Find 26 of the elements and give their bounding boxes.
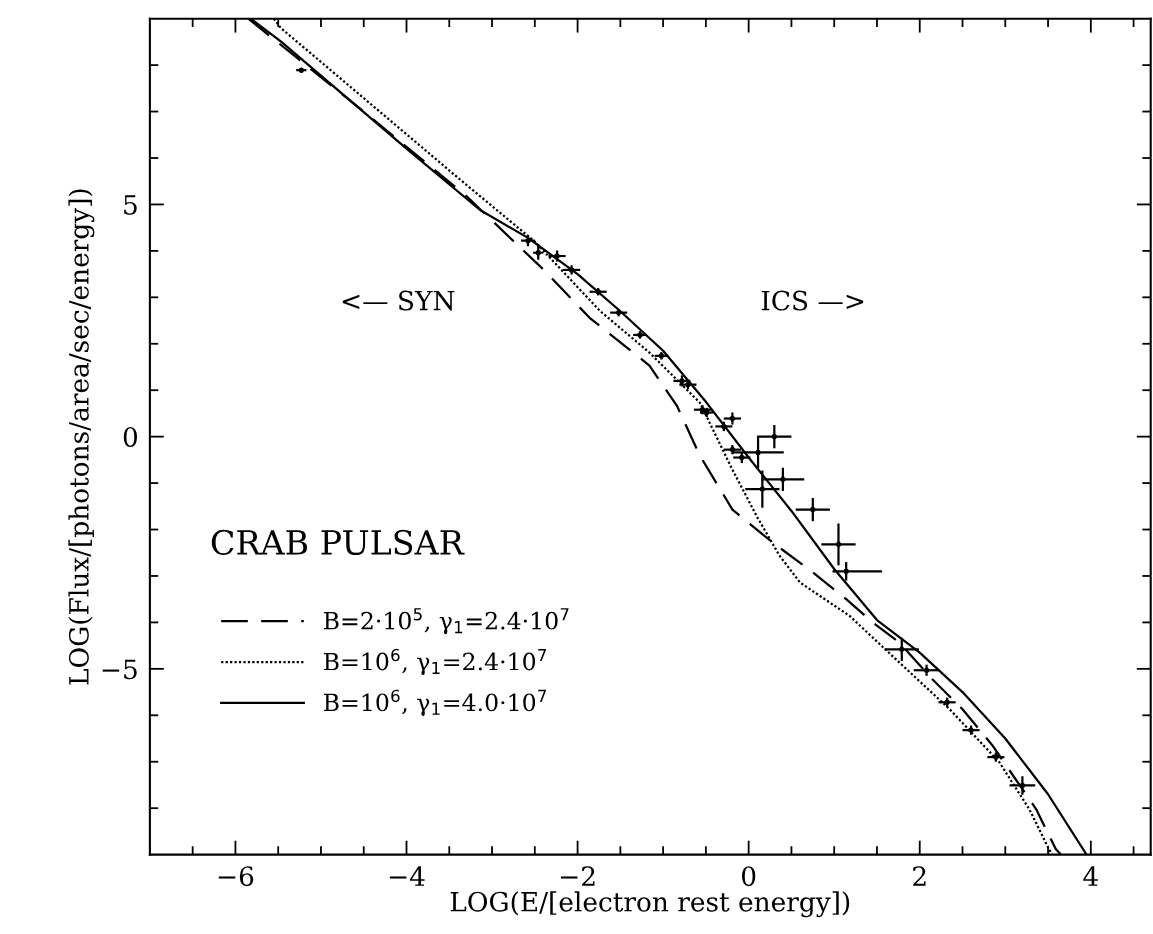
x-tick-label: 4 (1083, 866, 1098, 886)
annotation: ICS —> (761, 290, 864, 311)
point (898, 646, 905, 653)
point (755, 449, 761, 456)
point (780, 476, 786, 483)
x-tick-label: 0 (742, 866, 756, 887)
legend-label: B=10$^{6}$, γ$_{1}$=2.4·10$^{7}$ (324, 648, 546, 676)
legend-label: B=10$^{6}$, γ$_{1}$=4.0·10$^{7}$ (324, 689, 546, 716)
point (759, 486, 766, 492)
x-tick-label: −2 (560, 866, 595, 886)
legend-label: B=2·10$^{5}$, γ$_{1}$=2.4·10$^{7}$ (324, 608, 569, 635)
annotation: <— SYN (342, 290, 455, 311)
point (771, 433, 778, 440)
y-tick-label: 0 (123, 427, 138, 448)
point (810, 506, 816, 513)
point (843, 568, 849, 575)
point (1019, 782, 1026, 789)
y-axis-title: LOG(Flux/[photons/area/sec/energy]) (68, 189, 95, 685)
y-tick-label: 5 (124, 195, 137, 215)
y-tick-label: −5 (102, 659, 137, 680)
x-axis-title: LOG(E/[electron rest energy]) (450, 891, 850, 918)
annotation: CRAB PULSAR (211, 529, 465, 555)
x-tick-label: 2 (913, 866, 926, 886)
x-tick-label: −6 (218, 866, 254, 887)
x-tick-label: −4 (389, 866, 425, 886)
point (835, 541, 842, 548)
